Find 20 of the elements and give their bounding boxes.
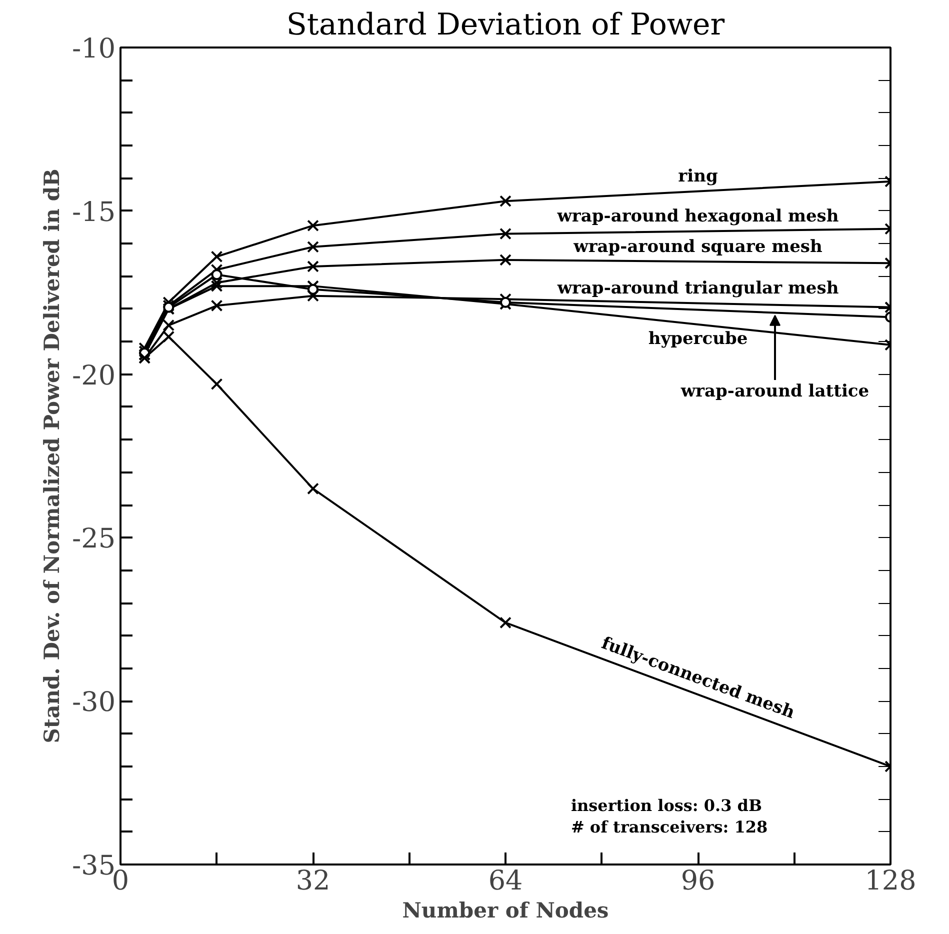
x-axis-title: Number of Nodes (402, 898, 609, 922)
y-tick-label: -25 (72, 524, 116, 555)
x-tick-label: 64 (488, 866, 523, 896)
chart-title: Standard Deviation of Power (286, 8, 726, 42)
y-tick-label: -15 (72, 196, 116, 228)
y-tick-label: -30 (72, 687, 116, 718)
text: wrap-around lattice (680, 381, 870, 402)
legend-label: wrap-around hexagonal mesh (556, 206, 839, 227)
x-tick-label: 128 (864, 866, 916, 896)
y-tick-label: -10 (72, 34, 116, 64)
annotation: insertion loss: 0.3 dB (570, 796, 762, 816)
x-tick-label: 96 (680, 866, 716, 896)
y-axis-title: Stand. Dev. of Normalized Power Delivered in dB (39, 168, 64, 744)
x-tick-label: 32 (296, 866, 330, 896)
y-tick-label: -20 (72, 360, 116, 392)
annotation: # of transceivers: 128 (570, 817, 768, 836)
series-label: ring (678, 166, 718, 187)
series-label: wrap-around square mesh (572, 236, 822, 257)
series-label: wrap-around triangular mesh (556, 278, 839, 299)
series-label: hypercube (648, 329, 748, 350)
